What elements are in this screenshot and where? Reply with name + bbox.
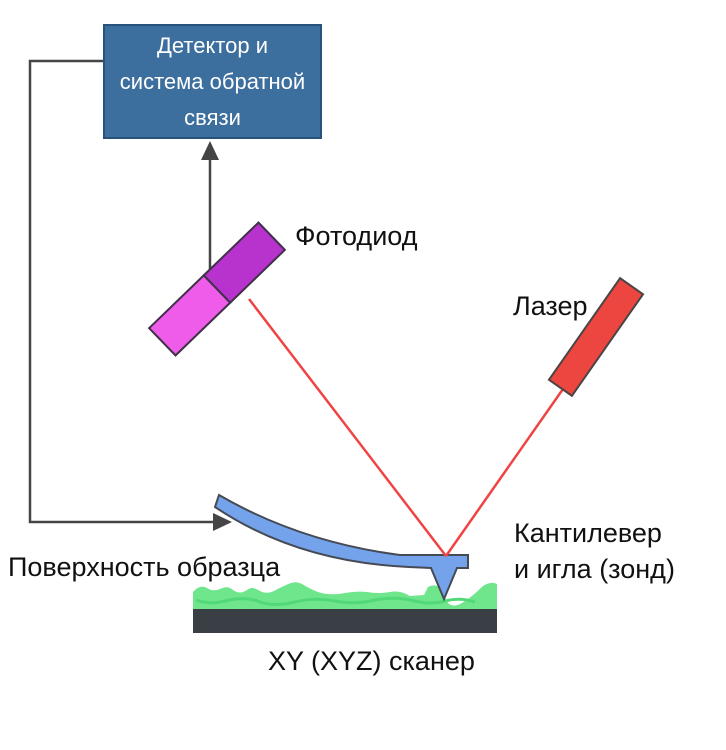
cantilever-shape	[213, 493, 469, 602]
photodiode-shape	[147, 221, 287, 357]
detector-box-line-1: Детектор и	[156, 32, 269, 58]
cantilever-label-line-1: Кантилевер	[514, 518, 662, 548]
cantilever-label: Кантилевер и игла (зонд)	[514, 515, 675, 587]
laser-shape	[547, 276, 645, 398]
sample-surface-label: Поверхность образца	[8, 552, 281, 582]
laser-label: Лазер	[513, 291, 588, 321]
detector-box: Детектор и система обратной связи	[103, 24, 322, 139]
surface-texture-wave	[195, 596, 476, 606]
detector-box-line-2: система обратной	[119, 68, 306, 94]
detector-arrowhead	[201, 141, 219, 160]
photodiode-purple-segment	[202, 221, 287, 305]
detector-box-line-3: связи	[184, 104, 241, 130]
laser-body	[547, 276, 645, 398]
laser-beam-incident	[444, 388, 565, 557]
cantilever-label-line-2: и игла (зонд)	[514, 554, 675, 584]
photodiode-label: Фотодиод	[295, 221, 418, 251]
feedback-arrowhead	[213, 513, 232, 531]
scanner-bar	[193, 609, 497, 633]
laser-beam-reflected	[248, 298, 447, 557]
scanner-label: XY (XYZ) сканер	[268, 646, 475, 676]
sample-surface-shape	[193, 582, 497, 609]
feedback-loop-line	[28, 59, 218, 524]
